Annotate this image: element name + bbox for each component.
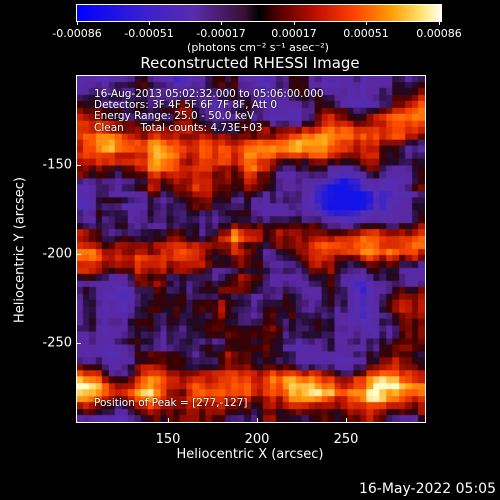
y-tick-mark	[76, 165, 81, 166]
date-stamp: 16-May-2022 05:05	[358, 481, 496, 497]
peak-position-annotation: Position of Peak = [277,-127]	[94, 397, 248, 409]
plot-area: 16-Aug-2013 05:02:32.000 to 05:06:00.000…	[76, 75, 426, 423]
x-tick-mark	[257, 418, 258, 423]
y-tick-mark	[76, 254, 81, 255]
y-axis-label: Heliocentric Y (arcsec)	[12, 177, 28, 323]
x-tick-label: 250	[333, 432, 359, 447]
time-range-annotation: 16-Aug-2013 05:02:32.000 to 05:06:00.000	[94, 88, 324, 100]
energy-range-annotation: Energy Range: 25.0 - 50.0 keV	[94, 110, 255, 122]
colorbar-tick	[77, 21, 78, 25]
colorbar-tick	[366, 21, 367, 25]
x-tick-label: 150	[155, 432, 181, 447]
y-tick-label: -150	[42, 157, 72, 173]
clean-counts-annotation: Clean Total counts: 4.73E+03	[94, 122, 263, 134]
x-tick-mark	[168, 418, 169, 423]
colorbar	[76, 4, 442, 22]
colorbar-unit: (photons cm⁻² s⁻¹ asec⁻²)	[187, 41, 329, 54]
colorbar-tick	[439, 21, 440, 25]
colorbar-tick-label: -0.00051	[124, 27, 174, 40]
y-tick-label: -250	[42, 335, 72, 351]
colorbar-tick-label: 0.00051	[343, 27, 389, 40]
x-tick-mark	[346, 418, 347, 423]
colorbar-tick-label: -0.00086	[52, 27, 102, 40]
heatmap-image	[77, 76, 425, 422]
colorbar-tick-label: 0.00086	[416, 27, 462, 40]
x-tick-label: 200	[244, 432, 270, 447]
colorbar-tick-label: -0.00017	[196, 27, 246, 40]
colorbar-tick	[294, 21, 295, 25]
detectors-annotation: Detectors: 3F 4F 5F 6F 7F 8F, Att 0	[94, 99, 278, 111]
y-tick-label: -200	[42, 246, 72, 262]
colorbar-tick-label: 0.00017	[271, 27, 317, 40]
y-tick-mark	[76, 343, 81, 344]
plot-title: Reconstructed RHESSI Image	[140, 54, 360, 72]
x-axis-label: Heliocentric X (arcsec)	[176, 447, 324, 462]
colorbar-tick	[221, 21, 222, 25]
colorbar-tick	[149, 21, 150, 25]
